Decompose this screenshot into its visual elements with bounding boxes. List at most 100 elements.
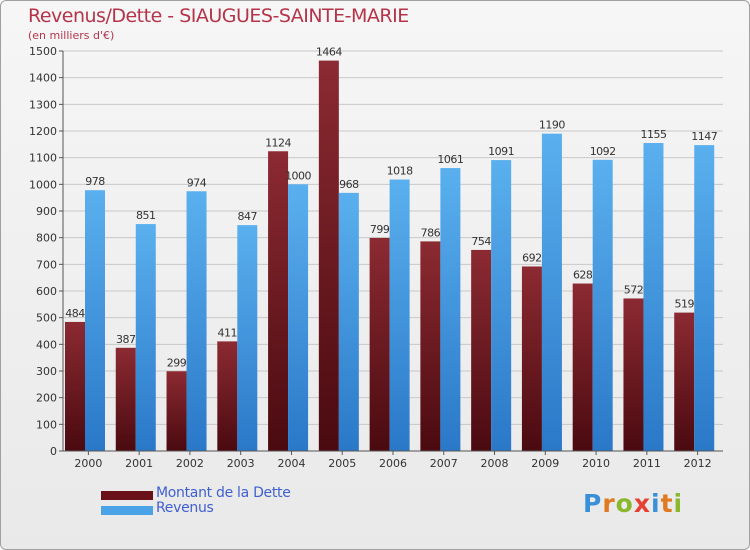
bar-revenus xyxy=(237,225,258,451)
x-tick-label: 2003 xyxy=(227,457,255,470)
y-tick-label: 100 xyxy=(36,418,57,431)
bar-revenus xyxy=(592,159,613,452)
bar-revenus xyxy=(186,191,207,451)
bar-revenus xyxy=(541,133,562,451)
y-tick-label: 300 xyxy=(36,365,57,378)
data-label-revenus: 851 xyxy=(136,209,156,222)
legend-label-revenus: Revenus xyxy=(156,500,214,516)
bar-dette xyxy=(471,249,492,451)
axes: 0 100 200 300 400 500 600 700 800 900 1000 1100 1200… xyxy=(29,45,723,470)
x-tick-label: 2008 xyxy=(481,457,509,470)
logo-letter: x xyxy=(633,489,651,518)
data-label-revenus: 968 xyxy=(339,178,359,191)
y-tick-label: 1000 xyxy=(29,178,57,191)
x-tick-label: 2006 xyxy=(379,457,407,470)
data-label-dette: 387 xyxy=(116,333,136,346)
x-tick-label: 2005 xyxy=(328,457,356,470)
y-tick-label: 900 xyxy=(36,205,57,218)
bar-dette xyxy=(268,151,289,451)
y-tick-label: 1400 xyxy=(29,72,57,85)
bar-revenus xyxy=(85,190,105,451)
bar-dette xyxy=(318,60,339,451)
bar-revenus xyxy=(491,160,512,452)
data-label-revenus: 1018 xyxy=(387,165,413,178)
data-label-revenus: 1061 xyxy=(437,153,463,166)
y-tick-label: 500 xyxy=(36,312,57,325)
bar-revenus xyxy=(338,192,359,451)
logo-letter: i xyxy=(651,489,661,518)
legend-swatch-revenus xyxy=(101,506,153,515)
x-tick-label: 2007 xyxy=(430,457,458,470)
data-label-revenus: 974 xyxy=(187,176,207,189)
x-tick-label: 2001 xyxy=(125,457,153,470)
x-tick-label: 2004 xyxy=(277,457,305,470)
y-tick-label: 200 xyxy=(36,392,57,405)
data-label-revenus: 1092 xyxy=(590,145,616,158)
data-label-dette: 411 xyxy=(218,326,238,339)
data-label-dette: 1124 xyxy=(265,136,291,149)
logo-letter: r xyxy=(602,489,616,518)
data-label-dette: 572 xyxy=(624,283,644,296)
bar-dette xyxy=(521,266,542,451)
data-label-dette: 1464 xyxy=(316,46,342,59)
y-tick-label: 0 xyxy=(50,445,57,458)
chart-subtitle: (en milliers d'€) xyxy=(28,29,115,42)
bar-dette xyxy=(572,283,593,451)
logo-letter: o xyxy=(615,489,634,518)
data-label-dette: 628 xyxy=(573,269,593,282)
data-label-revenus: 1000 xyxy=(285,169,311,182)
x-tick-label: 2010 xyxy=(582,457,610,470)
x-tick-label: 2009 xyxy=(531,457,559,470)
proxiti-logo: Proxiti xyxy=(583,489,683,518)
bar-dette xyxy=(674,312,695,451)
bar-dette xyxy=(420,241,441,451)
y-tick-label: 800 xyxy=(36,232,57,245)
logo-letter: t xyxy=(660,489,674,518)
data-label-dette: 519 xyxy=(674,298,694,311)
bar-revenus xyxy=(389,179,410,452)
data-label-revenus: 1155 xyxy=(640,128,666,141)
data-label-revenus: 1190 xyxy=(539,119,565,132)
x-tick-label: 2012 xyxy=(684,457,712,470)
bar-revenus xyxy=(288,184,309,452)
x-tick-label: 2011 xyxy=(633,457,661,470)
y-tick-label: 700 xyxy=(36,258,57,271)
y-tick-label: 1200 xyxy=(29,125,57,138)
data-label-revenus: 1091 xyxy=(488,145,514,158)
bar-dette xyxy=(217,341,238,451)
bar-revenus xyxy=(135,224,156,451)
data-label-dette: 799 xyxy=(370,223,390,236)
x-tick-label: 2002 xyxy=(176,457,204,470)
y-tick-label: 1300 xyxy=(29,98,57,111)
data-label-revenus: 847 xyxy=(238,210,258,223)
bar-revenus xyxy=(440,168,461,452)
data-label-revenus: 978 xyxy=(85,175,105,188)
bar-revenus xyxy=(694,145,715,451)
y-tick-label: 1100 xyxy=(29,152,57,165)
bar-dette xyxy=(166,371,187,451)
bars xyxy=(65,60,715,452)
chart-title: Revenus/Dette - SIAUGUES-SAINTE-MARIE xyxy=(28,5,409,27)
data-label-dette: 299 xyxy=(167,356,187,369)
data-label-dette: 484 xyxy=(65,307,85,320)
bar-dette xyxy=(369,237,390,451)
bar-dette xyxy=(115,347,136,451)
data-label-dette: 754 xyxy=(471,235,491,248)
data-labels: 484 978 387 851 299 974 411 847 1124 1000 1464 968 7… xyxy=(65,46,718,370)
data-label-dette: 786 xyxy=(421,226,441,239)
bar-dette xyxy=(623,298,644,451)
logo-letter: i xyxy=(673,489,684,518)
x-tick-label: 2000 xyxy=(74,457,102,470)
bar-dette xyxy=(65,321,85,451)
y-tick-label: 600 xyxy=(36,285,57,298)
legend-label-dette: Montant de la Dette xyxy=(156,485,291,501)
data-label-dette: 692 xyxy=(522,251,542,264)
legend-swatch-dette xyxy=(101,491,153,500)
data-label-revenus: 1147 xyxy=(691,130,717,143)
y-tick-label: 400 xyxy=(36,338,57,351)
logo-letter: P xyxy=(583,489,603,518)
y-tick-label: 1500 xyxy=(29,45,57,58)
bar-revenus xyxy=(643,143,664,451)
